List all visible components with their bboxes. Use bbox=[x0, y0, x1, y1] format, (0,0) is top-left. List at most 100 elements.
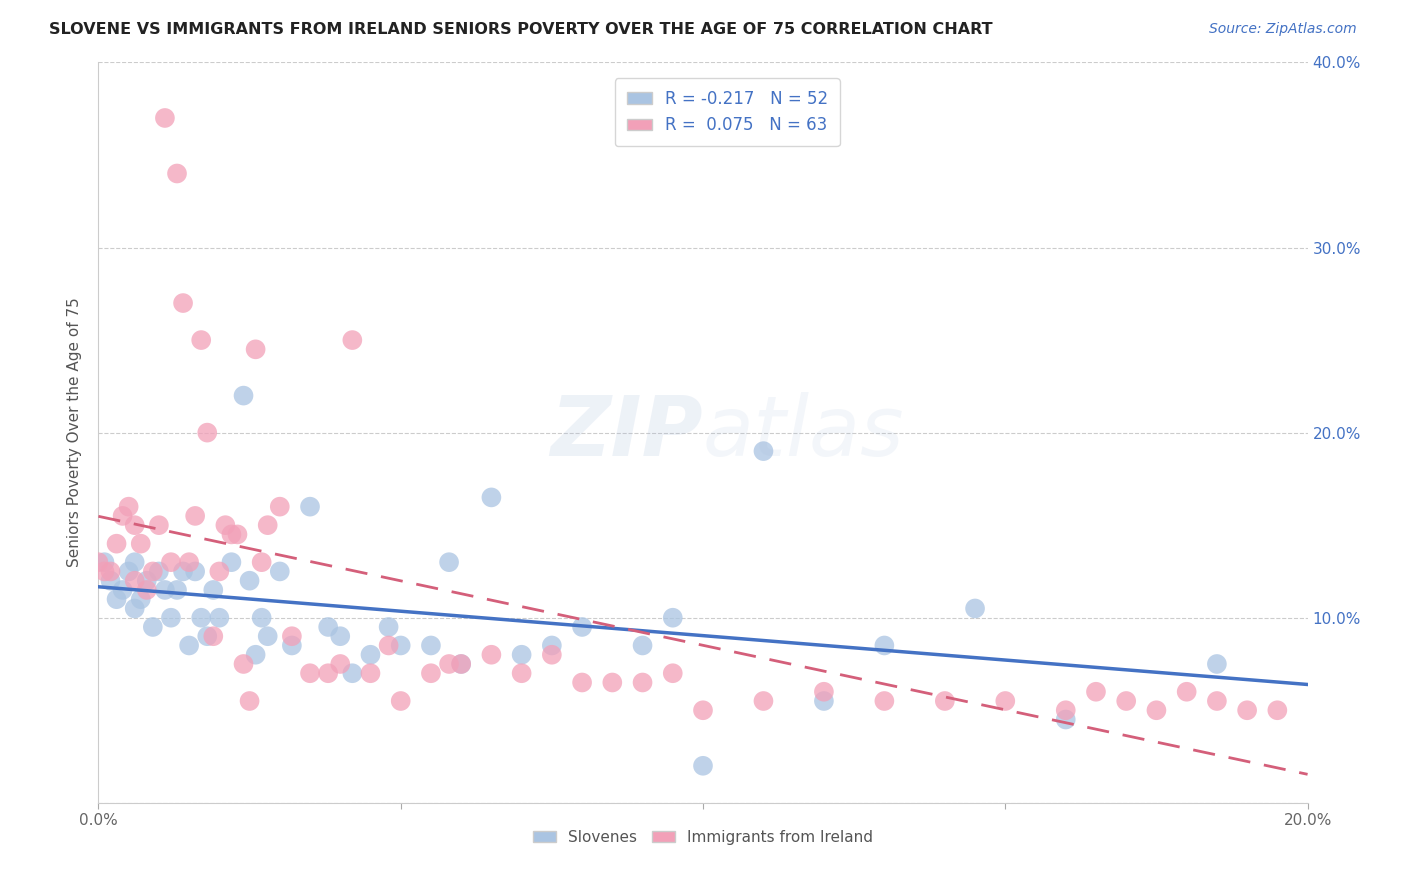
Point bbox=[994, 694, 1017, 708]
Point bbox=[148, 518, 170, 533]
Point bbox=[437, 555, 460, 569]
Point bbox=[571, 620, 593, 634]
Point bbox=[172, 296, 194, 310]
Point bbox=[166, 582, 188, 597]
Point bbox=[190, 333, 212, 347]
Point bbox=[129, 592, 152, 607]
Point bbox=[202, 629, 225, 643]
Point bbox=[450, 657, 472, 671]
Point bbox=[256, 518, 278, 533]
Point bbox=[179, 639, 201, 653]
Point bbox=[214, 518, 236, 533]
Point bbox=[250, 555, 273, 569]
Point bbox=[873, 639, 896, 653]
Point bbox=[226, 527, 249, 541]
Point bbox=[510, 648, 533, 662]
Point bbox=[142, 565, 165, 579]
Point bbox=[100, 574, 122, 588]
Point bbox=[1267, 703, 1289, 717]
Point bbox=[481, 648, 503, 662]
Point bbox=[420, 666, 443, 681]
Point bbox=[1115, 694, 1137, 708]
Point bbox=[316, 666, 339, 681]
Point bbox=[93, 555, 115, 569]
Point bbox=[661, 666, 683, 681]
Point bbox=[208, 610, 231, 624]
Point bbox=[631, 639, 654, 653]
Point bbox=[360, 666, 382, 681]
Point bbox=[813, 685, 835, 699]
Point bbox=[316, 620, 339, 634]
Point bbox=[934, 694, 956, 708]
Point bbox=[1085, 685, 1108, 699]
Point bbox=[195, 629, 218, 643]
Point bbox=[221, 527, 243, 541]
Point bbox=[329, 657, 352, 671]
Point bbox=[450, 657, 472, 671]
Point bbox=[342, 333, 364, 347]
Point bbox=[281, 629, 304, 643]
Text: SLOVENE VS IMMIGRANTS FROM IRELAND SENIORS POVERTY OVER THE AGE OF 75 CORRELATIO: SLOVENE VS IMMIGRANTS FROM IRELAND SENIO… bbox=[49, 22, 993, 37]
Point bbox=[1236, 703, 1258, 717]
Point bbox=[148, 565, 170, 579]
Legend: Slovenes, Immigrants from Ireland: Slovenes, Immigrants from Ireland bbox=[527, 823, 879, 851]
Point bbox=[420, 639, 443, 653]
Point bbox=[166, 166, 188, 180]
Point bbox=[250, 610, 273, 624]
Point bbox=[111, 582, 134, 597]
Point bbox=[160, 610, 183, 624]
Point bbox=[661, 610, 683, 624]
Point bbox=[124, 518, 146, 533]
Point bbox=[540, 648, 562, 662]
Point bbox=[202, 582, 225, 597]
Point bbox=[118, 500, 141, 514]
Point bbox=[232, 388, 254, 402]
Point bbox=[135, 574, 157, 588]
Point bbox=[540, 639, 562, 653]
Point bbox=[377, 620, 399, 634]
Text: atlas: atlas bbox=[703, 392, 904, 473]
Point bbox=[1054, 703, 1077, 717]
Point bbox=[571, 675, 593, 690]
Point bbox=[360, 648, 382, 662]
Point bbox=[153, 111, 176, 125]
Point bbox=[269, 500, 291, 514]
Point bbox=[1206, 694, 1229, 708]
Point bbox=[377, 639, 399, 653]
Point bbox=[329, 629, 352, 643]
Point bbox=[100, 565, 122, 579]
Point bbox=[124, 555, 146, 569]
Point bbox=[299, 500, 322, 514]
Point bbox=[93, 565, 115, 579]
Point bbox=[179, 555, 201, 569]
Point bbox=[153, 582, 176, 597]
Point bbox=[190, 610, 212, 624]
Point bbox=[299, 666, 322, 681]
Point bbox=[221, 555, 243, 569]
Point bbox=[135, 582, 157, 597]
Point bbox=[1206, 657, 1229, 671]
Point bbox=[184, 508, 207, 523]
Point bbox=[256, 629, 278, 643]
Point bbox=[481, 491, 503, 505]
Point bbox=[510, 666, 533, 681]
Point bbox=[124, 574, 146, 588]
Point bbox=[965, 601, 987, 615]
Point bbox=[118, 565, 141, 579]
Point bbox=[1175, 685, 1198, 699]
Point bbox=[342, 666, 364, 681]
Point bbox=[195, 425, 218, 440]
Point bbox=[172, 565, 194, 579]
Point bbox=[105, 536, 128, 550]
Point bbox=[124, 601, 146, 615]
Point bbox=[389, 639, 412, 653]
Point bbox=[269, 565, 291, 579]
Point bbox=[87, 555, 110, 569]
Point bbox=[692, 758, 714, 772]
Point bbox=[208, 565, 231, 579]
Point bbox=[245, 343, 267, 357]
Point bbox=[184, 565, 207, 579]
Text: Source: ZipAtlas.com: Source: ZipAtlas.com bbox=[1209, 22, 1357, 37]
Point bbox=[752, 444, 775, 458]
Point bbox=[631, 675, 654, 690]
